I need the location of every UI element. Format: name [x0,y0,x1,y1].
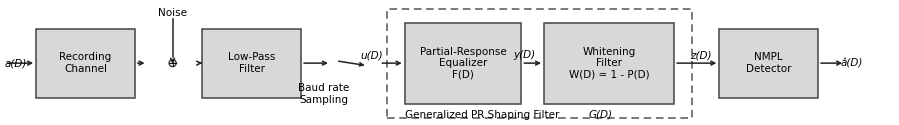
Text: Baud rate
Sampling: Baud rate Sampling [298,83,350,104]
Bar [36,29,135,98]
Ellipse shape [169,60,176,67]
Text: NMPL
Detector: NMPL Detector [746,52,791,74]
Text: y(D): y(D) [512,50,535,60]
Text: Low-Pass
Filter: Low-Pass Filter [228,52,275,74]
Bar [202,29,301,98]
Text: Partial-Response
Equalizer
F(D): Partial-Response Equalizer F(D) [420,46,506,80]
Text: â(D): â(D) [841,58,863,68]
Text: z(D): z(D) [690,50,712,60]
Text: Recording
Channel: Recording Channel [59,52,111,74]
Text: Noise: Noise [158,8,187,18]
Text: +: + [167,57,178,70]
Bar [544,22,674,104]
Text: Generalized PR Shaping Filter: Generalized PR Shaping Filter [405,110,562,120]
Bar [719,29,818,98]
Text: G(D): G(D) [589,110,613,120]
Bar [405,22,521,104]
Text: u(D): u(D) [360,50,383,60]
Text: a(D): a(D) [4,58,27,68]
Text: Whitening
Filter
W(D) = 1 - P(D): Whitening Filter W(D) = 1 - P(D) [569,46,649,80]
Bar [387,9,692,118]
